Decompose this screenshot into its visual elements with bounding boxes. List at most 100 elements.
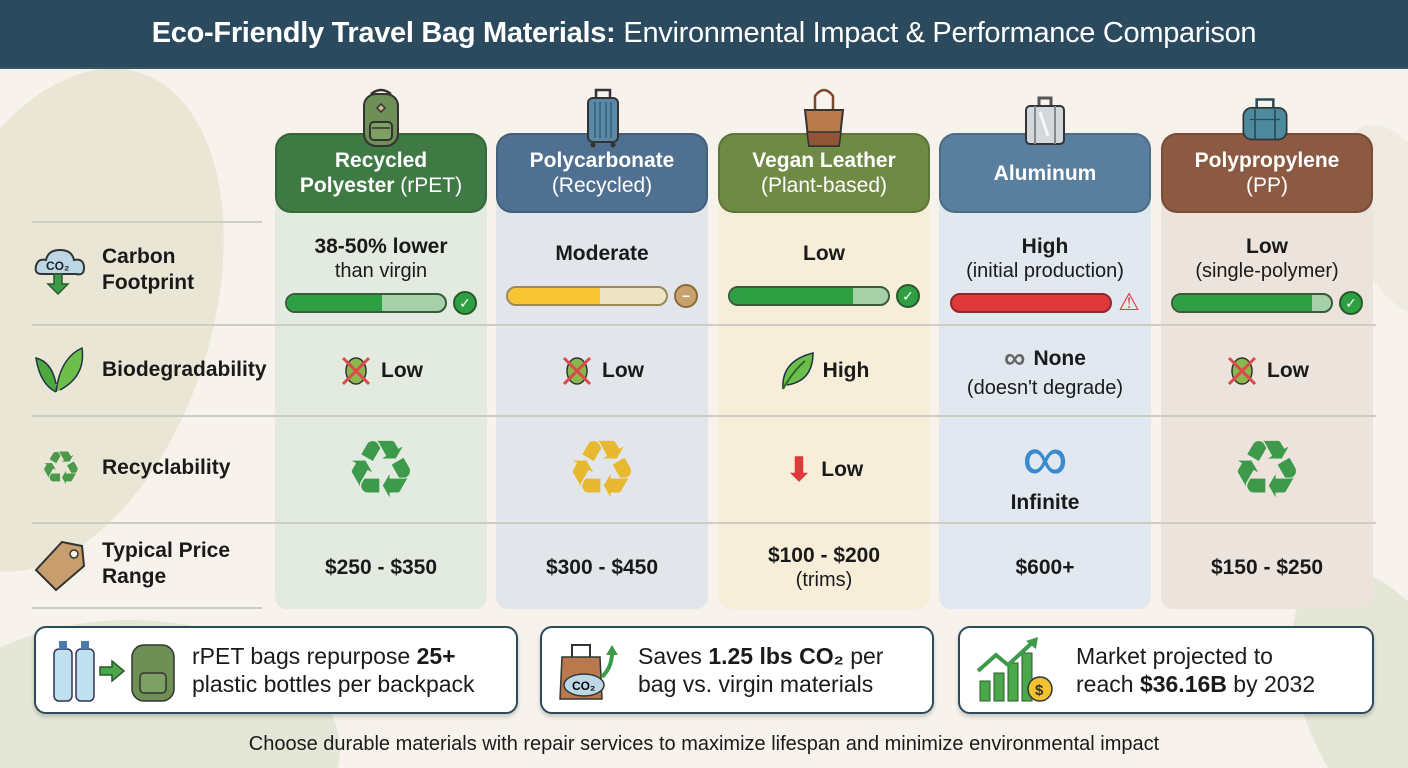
value-primary: $600+ (1015, 555, 1075, 579)
material-sub: (Plant-based) (760, 174, 888, 197)
text: bag vs. virgin materials (638, 671, 874, 697)
material-header-polypropylene: Polypropylene (PP) (1161, 133, 1373, 213)
text: Saves (638, 643, 709, 669)
value-primary: High (1021, 235, 1069, 258)
value-secondary: (initial production) (966, 260, 1124, 282)
infinite-loop-icon: ∞ (1022, 421, 1068, 494)
row-divider (32, 221, 262, 223)
infinity-icon: ∞ (1004, 342, 1026, 375)
warning-icon: ⚠ (1118, 289, 1140, 316)
column-bg-aluminum (939, 180, 1151, 609)
crossed-leaf-icon (341, 356, 371, 386)
duffel-bag-icon (1242, 98, 1288, 141)
hard-case-icon (1025, 96, 1065, 145)
value-primary: Low (1246, 235, 1288, 258)
text: rPET bags repurpose (192, 643, 417, 669)
row-divider (32, 522, 1376, 524)
value-primary: Low (821, 458, 864, 481)
crossed-leaf-icon (1227, 356, 1257, 386)
recycle-icon: ♻ (40, 442, 82, 494)
text: plastic bottles per backpack (192, 671, 475, 697)
card-text: Saves 1.25 lbs CO₂ per bag vs. virgin ma… (638, 642, 883, 698)
material-name: Aluminum (993, 161, 1097, 185)
row-divider (32, 607, 262, 609)
bag-co2-icon: CO₂ (559, 644, 618, 700)
column-bg-rpet (275, 180, 487, 609)
bio-cell-aluminum: ∞ None (doesn't degrade) (939, 330, 1151, 412)
title-bold: Eco-Friendly Travel Bag Materials: (151, 17, 616, 49)
background-leaf (0, 26, 284, 614)
card-text: rPET bags repurpose 25+ plastic bottles … (192, 642, 475, 698)
carbon-bar (285, 293, 447, 313)
value-primary: $100 - $200 (767, 543, 881, 567)
svg-text:CO₂: CO₂ (46, 259, 69, 273)
svg-text:$: $ (1035, 682, 1044, 699)
check-icon: ✓ (1339, 291, 1363, 315)
text: reach (1076, 671, 1140, 697)
row-label-recyclability: ♻ Recyclability (32, 442, 230, 494)
row-divider (32, 415, 1376, 417)
column-bg-vegan-leather (718, 180, 930, 609)
carbon-cell-polypropylene: Low (single-polymer) ✓ (1161, 232, 1373, 317)
price-cell-rpet: $250 - $350 (275, 528, 487, 606)
info-card-market: $ Market projected to reach $36.16B by 2… (958, 626, 1374, 714)
recycle-green-icon: ♻ (1231, 425, 1303, 514)
recycle-cell-vegan-leather: ⬇ Low (718, 420, 930, 520)
bio-cell-polycarbonate: Low (496, 330, 708, 412)
value-primary: High (822, 359, 870, 382)
price-cell-aluminum: $600+ (939, 528, 1151, 606)
carbon-bar (506, 286, 668, 306)
row-label-price-range: Typical Price Range (32, 538, 231, 592)
info-card-co2: CO₂ Saves 1.25 lbs CO₂ per bag vs. virgi… (540, 626, 934, 714)
material-sub: (PP) (1246, 174, 1288, 197)
text-bold: 25+ (416, 643, 456, 669)
carbon-cell-aluminum: High (initial production) ⚠ (939, 232, 1151, 317)
bottles-to-backpack-icon (53, 641, 175, 702)
text: by 2032 (1226, 671, 1316, 697)
row-divider (32, 324, 1376, 326)
bio-cell-rpet: Low (275, 330, 487, 412)
value-primary: 38-50% lower (314, 235, 448, 258)
text-bold: 1.25 lbs CO₂ (708, 643, 844, 669)
material-name-2: Polyester (299, 174, 395, 197)
crossed-leaf-icon (562, 356, 592, 386)
value-primary: Infinite (1010, 490, 1080, 514)
price-cell-polycarbonate: $300 - $450 (496, 528, 708, 606)
value-primary: Low (1267, 359, 1309, 382)
price-cell-polypropylene: $150 - $250 (1161, 528, 1373, 606)
growth-chart-dollar-icon: $ (976, 637, 1053, 702)
material-name: Polycarbonate (529, 149, 675, 172)
value-secondary: (single-polymer) (1195, 260, 1339, 282)
tote-bag-icon (803, 88, 845, 147)
info-card-bottles: rPET bags repurpose 25+ plastic bottles … (34, 626, 518, 714)
co2-cloud-down-icon: CO₂ (32, 244, 90, 296)
footer-note: Choose durable materials with repair ser… (248, 733, 1160, 755)
recycle-cell-polycarbonate: ♻ (496, 420, 708, 520)
recycle-cell-aluminum: ∞ Infinite (939, 420, 1151, 520)
price-tag-icon (32, 538, 90, 592)
row-label-carbon-footprint: CO₂ Carbon Footprint (32, 244, 194, 296)
label-line1: Carbon (102, 245, 176, 268)
label-line1: Typical Price (102, 539, 231, 562)
arrow-down-icon: ⬇ (784, 451, 814, 489)
value-primary: Low (381, 359, 423, 382)
text-bold: $36.16B (1139, 671, 1227, 697)
material-header-vegan-leather: Vegan Leather (Plant-based) (718, 133, 930, 213)
carbon-cell-polycarbonate: Moderate − (496, 232, 708, 317)
svg-text:CO₂: CO₂ (572, 679, 595, 693)
value-primary: None (1033, 347, 1086, 370)
value-secondary: (doesn't degrade) (966, 377, 1124, 399)
recycle-green-icon: ♻ (345, 425, 417, 514)
value-primary: $250 - $350 (324, 555, 438, 579)
row-label-biodegradability: Biodegradability (32, 344, 267, 396)
material-sub: (rPET) (400, 174, 463, 197)
label-line2: Footprint (102, 271, 195, 294)
check-icon: ✓ (896, 284, 920, 308)
title-rest: Environmental Impact & Performance Compa… (623, 17, 1257, 49)
value-primary: Moderate (555, 242, 649, 265)
column-bg-polycarbonate (496, 180, 708, 609)
value-primary: Low (803, 242, 845, 265)
recycle-cell-polypropylene: ♻ (1161, 420, 1373, 520)
value-primary: Low (602, 359, 644, 382)
recycle-cell-rpet: ♻ (275, 420, 487, 520)
